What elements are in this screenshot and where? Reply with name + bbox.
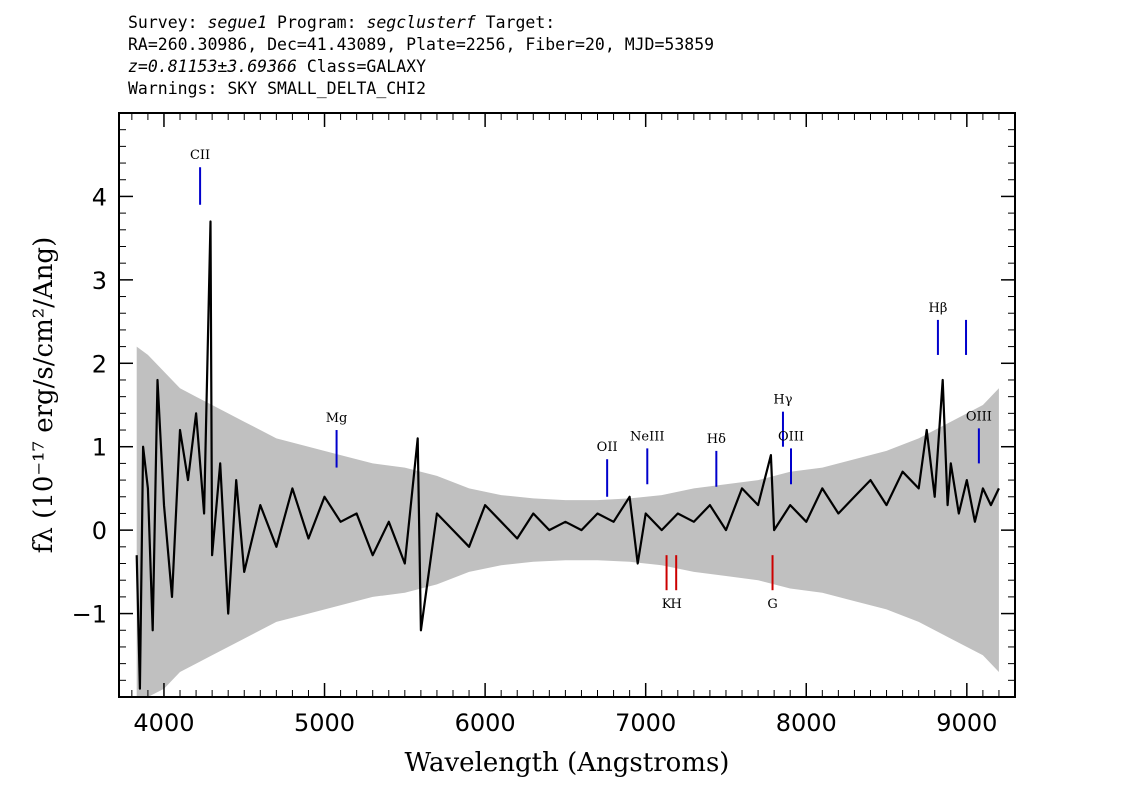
y-tick-label: 2: [92, 350, 107, 378]
y-tick-label: 3: [92, 267, 107, 295]
absorption-label: G: [767, 597, 777, 612]
header-line-survey: Survey: segue1 Program: segclusterf Targ…: [128, 12, 714, 34]
y-axis-title: fλ (10⁻¹⁷ erg/s/cm²/Ang): [29, 237, 59, 553]
emission-label: OIII: [778, 429, 804, 444]
x-tick-label: 6000: [455, 709, 516, 737]
x-tick-label: 5000: [294, 709, 355, 737]
survey-value: segue1: [207, 13, 268, 32]
redshift-value: z=0.81153±3.69366: [128, 57, 297, 76]
class-value: Class=GALAXY: [296, 57, 427, 76]
target-label: Target:: [475, 13, 556, 32]
emission-label: Hδ: [707, 432, 726, 447]
emission-label: Hβ: [928, 301, 947, 316]
emission-label: OII: [597, 440, 618, 455]
header-line-redshift: z=0.81153±3.69366 Class=GALAXY: [128, 56, 714, 78]
emission-label: CII: [190, 148, 210, 163]
line-markers: CII Mg OII NeIII Hδ Hγ OIII Hβ OIII K H G: [190, 148, 992, 612]
spectrum-header: Survey: segue1 Program: segclusterf Targ…: [128, 12, 714, 100]
x-tick-label: 8000: [776, 709, 837, 737]
header-line-warnings: Warnings: SKY SMALL_DELTA_CHI2: [128, 79, 427, 98]
plot-frame: [118, 112, 1016, 698]
x-tick-label: 7000: [615, 709, 676, 737]
y-tick-label: 0: [92, 517, 107, 545]
absorption-label: H: [671, 597, 682, 612]
axis-ticks: 4000 5000 6000 7000 8000 9000 −1 0 1 2 3 4: [72, 113, 1016, 737]
program-prefix: Program:: [267, 13, 367, 32]
emission-label: OIII: [966, 409, 992, 424]
flux-line: [135, 220, 1000, 690]
absorption-label: K: [662, 597, 672, 612]
survey-prefix: Survey:: [128, 13, 208, 32]
y-tick-label: 1: [92, 434, 107, 462]
program-value: segclusterf: [366, 13, 476, 32]
emission-label: Hγ: [773, 393, 792, 408]
y-tick-label: 4: [92, 183, 107, 211]
x-tick-label: 4000: [133, 709, 194, 737]
header-line-coords: RA=260.30986, Dec=41.43089, Plate=2256, …: [128, 35, 715, 54]
x-tick-label: 9000: [936, 709, 997, 737]
emission-label: Mg: [326, 411, 348, 426]
flux-line-layer: [135, 220, 1000, 690]
y-tick-label: −1: [72, 601, 107, 629]
x-axis-title: Wavelength (Angstroms): [405, 748, 730, 778]
emission-label: NeIII: [630, 429, 664, 444]
